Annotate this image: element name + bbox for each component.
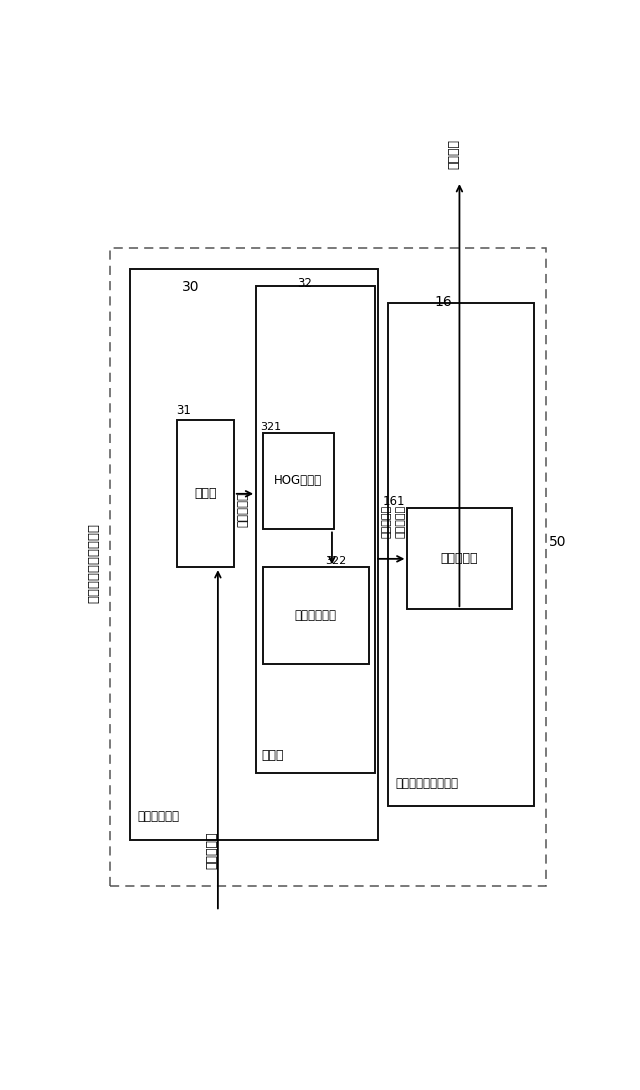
Text: 画像データ: 画像データ xyxy=(205,832,218,870)
Bar xyxy=(408,508,511,609)
Text: 類似度算出部: 類似度算出部 xyxy=(294,608,337,621)
Text: 情報処理装置: 情報処理装置 xyxy=(137,810,179,823)
Bar xyxy=(388,303,534,807)
Bar xyxy=(110,249,547,886)
Text: 速度制御部: 速度制御部 xyxy=(441,553,478,566)
Text: 16: 16 xyxy=(435,294,452,308)
Text: 30: 30 xyxy=(182,280,199,294)
Text: 50: 50 xyxy=(548,535,566,549)
Text: 取得部: 取得部 xyxy=(194,487,216,500)
Bar xyxy=(129,269,378,840)
Text: プレスコントローラ: プレスコントローラ xyxy=(395,777,458,789)
Bar xyxy=(256,286,375,773)
Text: 制御信号: 制御信号 xyxy=(447,138,460,169)
Bar xyxy=(262,567,369,664)
Text: 画像データ: 画像データ xyxy=(236,492,249,526)
Text: HOG処理部: HOG処理部 xyxy=(274,474,323,487)
Bar xyxy=(177,421,234,567)
Text: 31: 31 xyxy=(176,404,191,417)
Text: 判定結果に: 判定結果に xyxy=(381,505,392,537)
Text: 32: 32 xyxy=(297,277,312,290)
Text: システムコントローラ: システムコントローラ xyxy=(88,523,100,603)
Text: 322: 322 xyxy=(325,556,346,567)
Text: 応じた信号: 応じた信号 xyxy=(396,505,406,537)
Text: 判定部: 判定部 xyxy=(261,749,284,762)
Bar xyxy=(262,433,335,530)
Text: 161: 161 xyxy=(382,496,405,508)
Text: 321: 321 xyxy=(260,422,282,432)
